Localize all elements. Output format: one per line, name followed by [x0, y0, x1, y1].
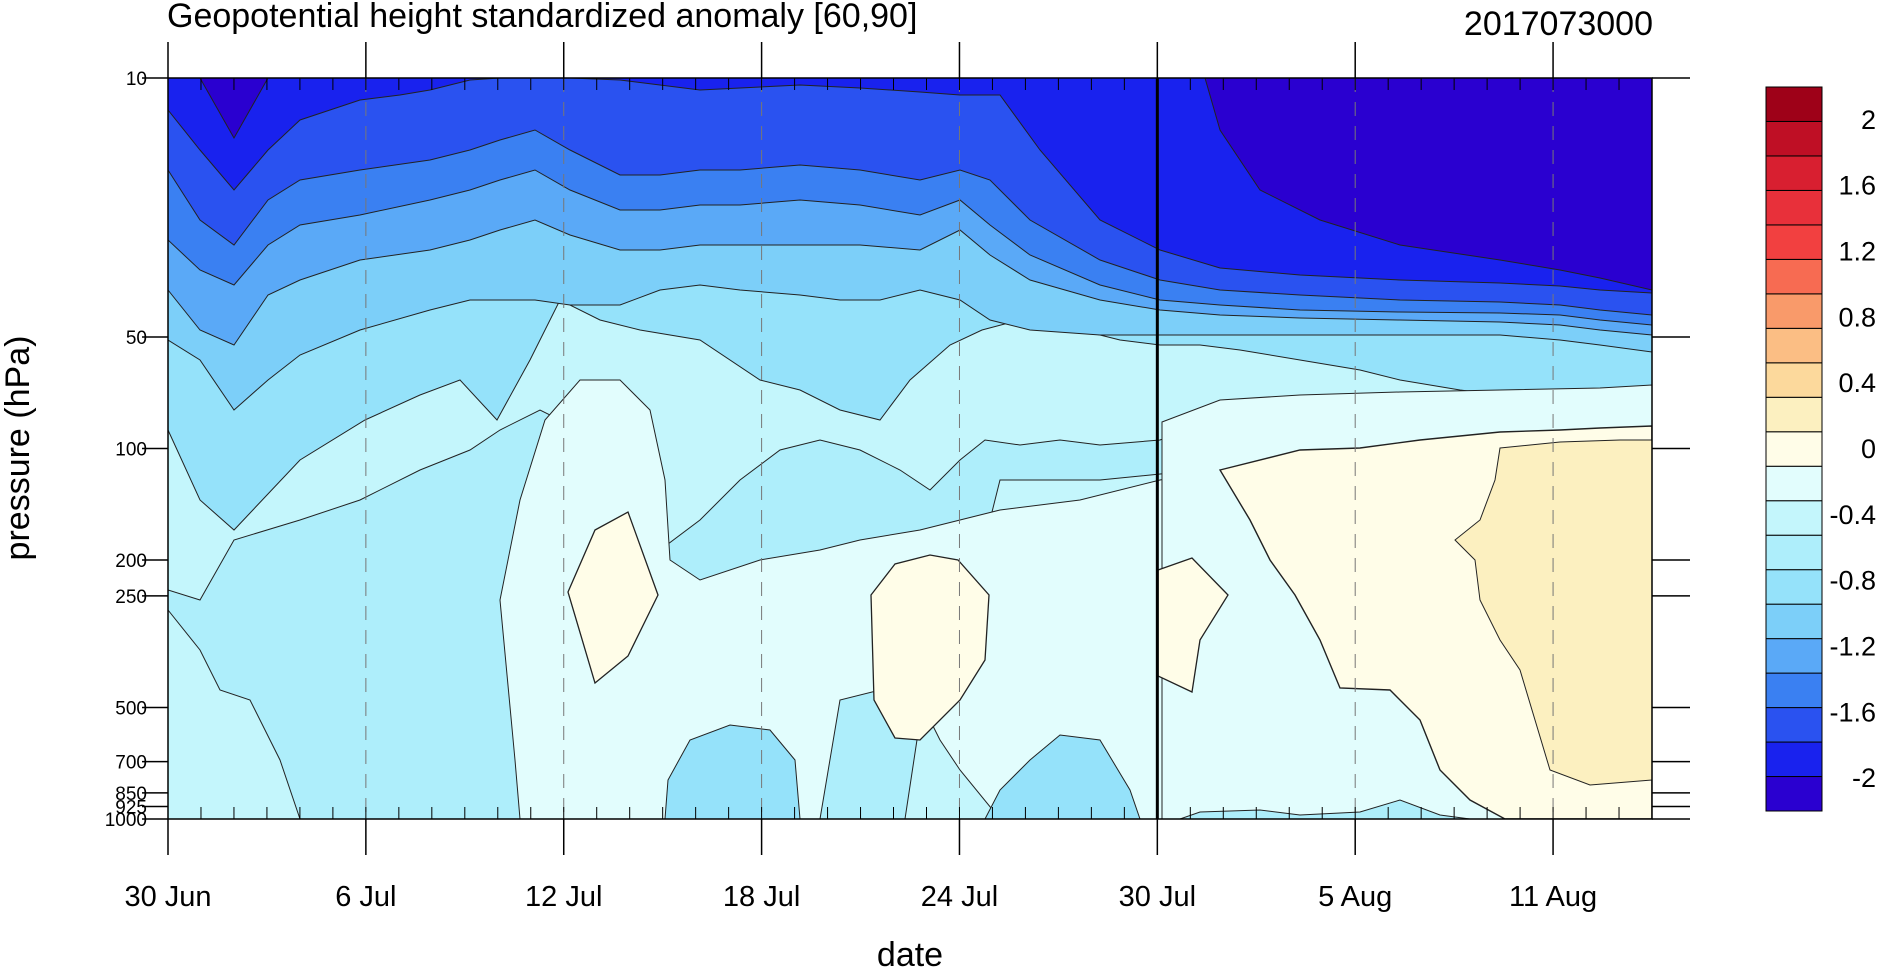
date-stamp: 2017073000 [1464, 5, 1653, 43]
colorbar-label: -0.4 [1829, 500, 1876, 530]
y-tick-label: 10 [126, 69, 147, 90]
colorbar-swatch [1765, 86, 1823, 122]
colorbar-label: 0.8 [1838, 302, 1876, 332]
colorbar-label: 2 [1861, 105, 1876, 135]
contour-band-neg2p2 [1204, 78, 1652, 291]
y-tick-label: 250 [115, 587, 147, 608]
colorbar-swatch [1765, 362, 1823, 398]
colorbar-label: -1.6 [1829, 697, 1876, 727]
x-tick-label: 5 Aug [1318, 881, 1392, 913]
x-tick-label: 24 Jul [921, 881, 998, 913]
y-tick-label: 1000 [105, 810, 147, 831]
contour-band-pos0p0-blob1 [567, 511, 659, 685]
plot-area [168, 78, 1652, 819]
colorbar-swatch [1765, 776, 1823, 812]
y-tick-label: 850 [115, 784, 147, 805]
colorbar-label: -2 [1852, 763, 1876, 793]
colorbar-swatch [1765, 569, 1823, 605]
x-axis-label: date [877, 936, 943, 969]
x-tick-label: 30 Jul [1119, 881, 1196, 913]
x-tick-label: 18 Jul [723, 881, 800, 913]
y-tick-label: 200 [115, 551, 147, 572]
colorbar-swatch [1765, 707, 1823, 743]
colorbar-swatch [1765, 638, 1823, 674]
x-axis: 30 Jun 6 Jul 12 Jul 18 Jul 24 Jul 30 Jul 5 Aug… [124, 42, 1653, 913]
colorbar-label: 1.2 [1838, 237, 1876, 267]
x-tick-label: 30 Jun [124, 881, 211, 913]
x-tick-label: 11 Aug [1509, 881, 1597, 913]
colorbar-swatch [1765, 120, 1823, 157]
colorbar: 2 1.6 1.2 0.8 0.4 0 -0.4 -0.8 -1.2 -1.6 -2 [1765, 86, 1876, 812]
colorbar-swatch [1765, 327, 1823, 364]
colorbar-label: 0 [1861, 434, 1876, 464]
chart-title: Geopotential height standardized anomaly… [167, 0, 917, 35]
colorbar-swatch [1765, 396, 1823, 433]
colorbar-label: -0.8 [1829, 566, 1876, 596]
colorbar-swatch [1765, 293, 1823, 329]
contour-band-neg2p2-early [199, 78, 269, 140]
colorbar-swatch [1765, 258, 1823, 295]
contour-band-pos0p0-blob2 [870, 554, 990, 741]
colorbar-swatch [1765, 500, 1823, 536]
colorbar-label: -1.2 [1829, 631, 1876, 661]
y-tick-label: 100 [115, 440, 147, 461]
colorbar-swatch [1765, 189, 1823, 226]
colorbar-swatch [1765, 534, 1823, 571]
y-axis-label: pressure (hPa) [0, 336, 37, 561]
colorbar-swatch [1765, 741, 1823, 778]
colorbar-swatch [1765, 155, 1823, 191]
contour-band-neg0p6-bottom [664, 724, 801, 819]
y-tick-label: 500 [115, 698, 147, 719]
x-tick-label: 6 Jul [335, 881, 396, 913]
colorbar-swatch [1765, 603, 1823, 640]
colorbar-swatch [1765, 465, 1823, 502]
y-tick-label: 50 [126, 328, 147, 349]
x-tick-label: 12 Jul [525, 881, 602, 913]
y-tick-label: 700 [115, 753, 147, 774]
colorbar-label: 0.4 [1838, 368, 1876, 398]
y-tick-label: 925 [115, 797, 147, 818]
colorbar-swatch [1765, 431, 1823, 467]
colorbar-label: 1.6 [1838, 171, 1876, 201]
colorbar-swatch [1765, 224, 1823, 260]
colorbar-swatch [1765, 672, 1823, 709]
contour-band-neg0p6-bottom2 [984, 734, 1141, 819]
contour-band-neg0p6-bottom3 [1179, 799, 1471, 819]
